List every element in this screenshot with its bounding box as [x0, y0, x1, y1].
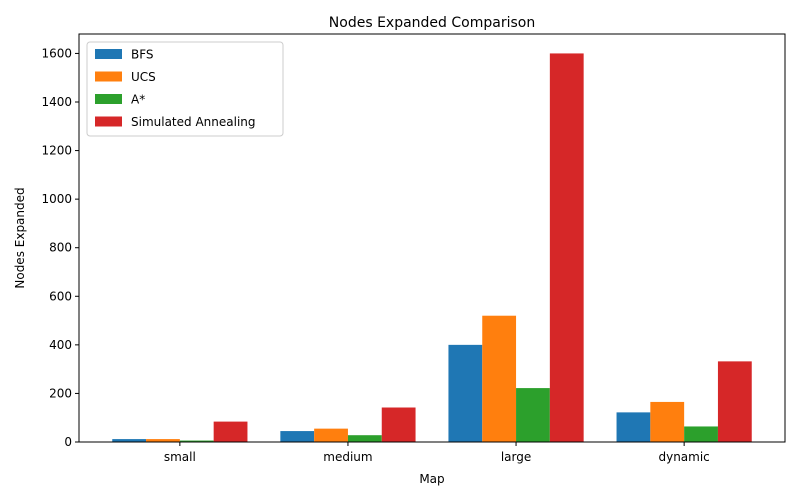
- bars-layer: [112, 53, 752, 443]
- legend-box: [86, 41, 284, 137]
- bar-a--medium: [347, 435, 382, 442]
- y-tick-label: 1600: [41, 46, 72, 60]
- y-tick-label: 200: [49, 386, 72, 400]
- bar-simulated-annealing-dynamic: [717, 361, 752, 442]
- x-tick-label: dynamic: [658, 450, 709, 464]
- y-tick-label: 1000: [41, 192, 72, 206]
- y-tick-label: 800: [49, 241, 72, 255]
- y-tick-label: 400: [49, 338, 72, 352]
- legend-swatch-simulated-annealing: [95, 116, 122, 127]
- legend: BFS UCS A* Simulated Annealing: [86, 41, 284, 137]
- bar-a--small: [179, 440, 214, 442]
- bar-bfs-medium: [280, 431, 315, 442]
- y-axis: 0 200 400 600 800 1000 1200 1400 1600: [41, 46, 79, 449]
- x-tick-label: medium: [323, 450, 372, 464]
- legend-label: A*: [131, 93, 145, 107]
- legend-label: UCS: [131, 70, 156, 84]
- y-tick-label: 1400: [41, 95, 72, 109]
- bar-ucs-large: [482, 315, 517, 442]
- legend-label: BFS: [131, 48, 154, 62]
- legend-swatch-bfs: [95, 49, 122, 59]
- bar-ucs-medium: [314, 428, 348, 442]
- y-axis-label: Nodes Expanded: [13, 187, 27, 288]
- y-tick-label: 600: [49, 289, 72, 303]
- bar-simulated-annealing-large: [549, 53, 584, 443]
- bar-ucs-dynamic: [650, 401, 685, 442]
- bar-bfs-large: [448, 344, 483, 442]
- bar-simulated-annealing-medium: [381, 407, 416, 442]
- y-tick-label: 1200: [41, 144, 72, 158]
- y-tick-label: 0: [64, 435, 72, 449]
- bar-bfs-small: [112, 439, 147, 442]
- bar-ucs-small: [146, 439, 180, 442]
- legend-swatch-ucs: [95, 71, 122, 82]
- legend-swatch-a-: [95, 94, 122, 104]
- bar-a--large: [516, 388, 550, 442]
- legend-label: Simulated Annealing: [131, 115, 256, 129]
- x-axis-label: Map: [419, 472, 444, 486]
- plot-frame: [78, 33, 786, 443]
- x-tick-label: large: [501, 450, 531, 464]
- x-axis: small medium large dynamic: [164, 442, 710, 464]
- bar-a--dynamic: [684, 426, 718, 442]
- bar-bfs-dynamic: [616, 412, 651, 442]
- chart-title: Nodes Expanded Comparison: [329, 15, 535, 31]
- x-tick-label: small: [164, 450, 196, 464]
- bar-simulated-annealing-small: [213, 421, 248, 442]
